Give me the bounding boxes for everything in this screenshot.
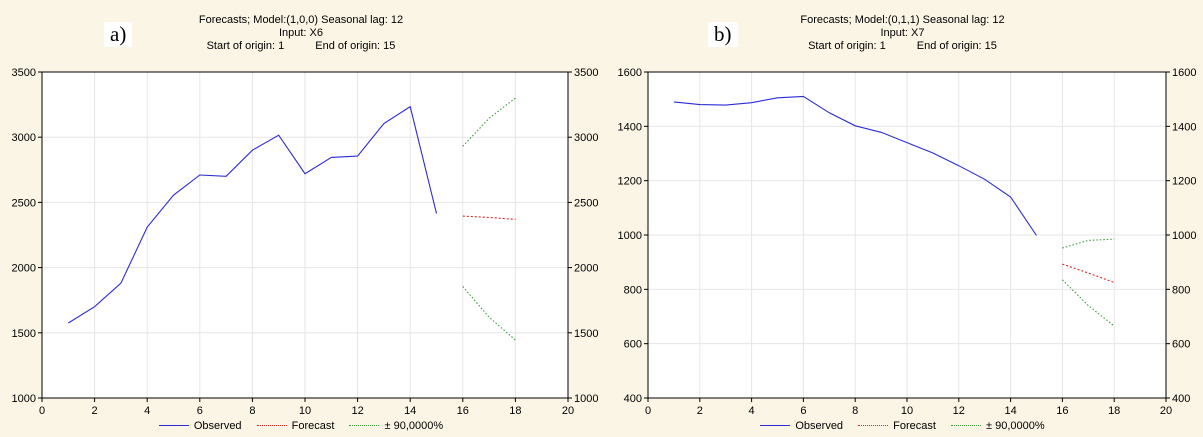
forecast-line-b — [1062, 263, 1115, 284]
x-tick-label-a: 2 — [92, 405, 98, 417]
x-tick-label-a: 4 — [144, 405, 150, 417]
x-tick-label-b: 0 — [645, 405, 651, 417]
upper-interval-line-a — [462, 97, 516, 147]
chart-panel-b: Forecasts; Model:(0,1,1) Seasonal lag: 1… — [602, 0, 1203, 437]
x-tick-label-a: 8 — [249, 405, 255, 417]
origin-end-a: End of origin: 15 — [315, 40, 396, 52]
y-tick-label-right-a: 1000 — [574, 393, 598, 405]
x-tick-label-a: 16 — [457, 405, 469, 417]
chart-header-b: Forecasts; Model:(0,1,1) Seasonal lag: 1… — [602, 14, 1203, 53]
x-tick-label-a: 0 — [39, 405, 45, 417]
legend-label-observed-b: Observed — [795, 420, 844, 432]
legend-item-forecast-b: Forecast — [858, 420, 936, 432]
legend-swatch-forecast-a — [256, 424, 287, 426]
y-tick-label-right-b: 1000 — [1172, 230, 1196, 242]
y-tick-label-left-b: 1400 — [618, 121, 642, 133]
x-tick-label-a: 12 — [351, 405, 363, 417]
origin-start-a: Start of origin: 1 — [206, 40, 285, 52]
observed-line-b — [673, 95, 1037, 236]
y-tick-label-left-a: 3000 — [12, 132, 36, 144]
legend-label-interval-b: ± 90,0000% — [985, 420, 1045, 432]
x-tick-label-b: 10 — [901, 405, 913, 417]
legend-swatch-forecast-b — [858, 424, 889, 426]
x-tick-label-b: 2 — [697, 405, 703, 417]
legend-a: Observed Forecast ± 90,0000% — [0, 420, 602, 432]
y-tick-label-left-b: 800 — [624, 284, 642, 296]
x-tick-label-a: 18 — [509, 405, 521, 417]
x-tick-label-a: 14 — [404, 405, 416, 417]
x-tick-label-b: 6 — [800, 405, 806, 417]
lower-interval-line-a — [462, 286, 516, 341]
y-tick-label-left-a: 2000 — [12, 263, 36, 275]
y-tick-label-right-b: 600 — [1172, 339, 1190, 351]
y-tick-label-right-b: 1200 — [1172, 176, 1196, 188]
x-tick-label-b: 8 — [852, 405, 858, 417]
origin-end-b: End of origin: 15 — [916, 40, 997, 52]
y-tick-label-left-a: 3500 — [12, 67, 36, 79]
x-tick-label-a: 10 — [299, 405, 311, 417]
y-tick-label-left-a: 1000 — [12, 393, 36, 405]
origin-start-b: Start of origin: 1 — [808, 40, 886, 52]
y-tick-label-right-b: 800 — [1172, 284, 1190, 296]
x-tick-label-b: 20 — [1160, 405, 1172, 417]
legend-item-interval-b: ± 90,0000% — [950, 420, 1045, 432]
legend-b: Observed Forecast ± 90,0000% — [602, 420, 1203, 432]
chart-panel-a: Forecasts; Model:(1,0,0) Seasonal lag: 1… — [0, 14, 602, 432]
x-tick-label-b: 16 — [1056, 405, 1068, 417]
chart-header-a: Forecasts; Model:(1,0,0) Seasonal lag: 1… — [0, 14, 602, 53]
chart-input-a: Input: X6 — [278, 27, 324, 39]
observed-line-a — [68, 105, 438, 324]
legend-label-forecast-a: Forecast — [291, 420, 335, 432]
legend-item-observed-a: Observed — [158, 420, 242, 432]
legend-label-forecast-b: Forecast — [893, 420, 936, 432]
x-tick-label-a: 20 — [562, 405, 574, 417]
y-tick-label-right-b: 400 — [1172, 393, 1190, 405]
y-tick-label-right-a: 2000 — [574, 263, 598, 275]
legend-label-observed-a: Observed — [193, 420, 242, 432]
chart-title-b: Forecasts; Model:(0,1,1) Seasonal lag: 1… — [800, 14, 1005, 26]
legend-swatch-interval-b — [950, 424, 981, 426]
y-tick-label-left-b: 1600 — [618, 67, 642, 79]
y-tick-label-right-a: 3000 — [574, 132, 598, 144]
y-tick-label-left-a: 2500 — [12, 197, 36, 209]
legend-swatch-observed-b — [760, 424, 791, 426]
legend-item-forecast-a: Forecast — [256, 420, 335, 432]
y-tick-label-left-a: 1500 — [12, 328, 36, 340]
x-tick-label-b: 4 — [749, 405, 755, 417]
y-tick-label-right-a: 3500 — [574, 67, 598, 79]
legend-swatch-interval-a — [349, 424, 380, 426]
chart-input-b: Input: X7 — [880, 27, 925, 39]
chart-title-a: Forecasts; Model:(1,0,0) Seasonal lag: 1… — [198, 14, 404, 26]
y-tick-label-right-a: 2500 — [574, 197, 598, 209]
y-tick-label-left-b: 400 — [624, 393, 642, 405]
y-tick-label-left-b: 1000 — [618, 230, 642, 242]
origin-row-b: Start of origin: 1 End of origin: 15 — [794, 40, 1011, 53]
legend-item-observed-b: Observed — [760, 420, 843, 432]
y-tick-label-left-b: 600 — [624, 339, 642, 351]
x-tick-label-b: 18 — [1108, 405, 1120, 417]
legend-swatch-observed-a — [158, 424, 189, 426]
legend-item-interval-a: ± 90,0000% — [349, 420, 443, 432]
panel-label-a: a) — [104, 22, 133, 47]
y-tick-label-left-b: 1200 — [618, 176, 642, 188]
y-tick-label-right-a: 1500 — [574, 328, 598, 340]
panel-label-b: b) — [708, 22, 738, 47]
forecast-line-a — [462, 215, 516, 220]
y-tick-label-right-b: 1600 — [1172, 67, 1196, 79]
y-tick-label-right-b: 1400 — [1172, 121, 1196, 133]
x-tick-label-b: 14 — [1004, 405, 1016, 417]
x-tick-label-a: 6 — [197, 405, 203, 417]
origin-row-a: Start of origin: 1 End of origin: 15 — [193, 40, 410, 53]
legend-label-interval-a: ± 90,0000% — [384, 420, 444, 432]
x-tick-label-b: 12 — [953, 405, 965, 417]
